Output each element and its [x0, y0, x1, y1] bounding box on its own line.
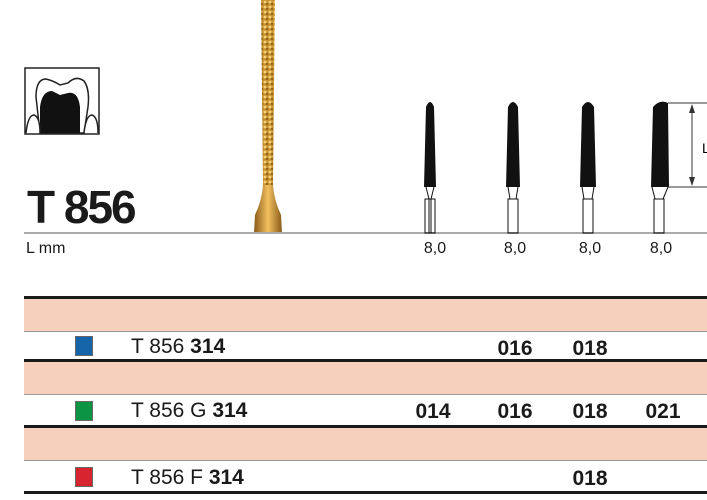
- product-code: T 856 G 314: [131, 399, 248, 422]
- bur-silhouette-4: [651, 101, 669, 234]
- size-value: 018: [572, 400, 608, 423]
- divider: [24, 425, 707, 428]
- color-code-swatch: [75, 401, 93, 421]
- length-value: 8,0: [423, 240, 447, 257]
- length-label: L mm: [26, 240, 66, 257]
- color-code-swatch: [75, 467, 93, 487]
- tooth-crown-preparation-icon: [24, 67, 100, 135]
- divider: [24, 359, 707, 362]
- size-value: 016: [497, 400, 533, 423]
- divider: [24, 296, 707, 299]
- length-dimension-arrow: [668, 102, 707, 188]
- divider: [24, 491, 707, 494]
- bur-silhouette-2: [506, 102, 520, 234]
- bur-size-diagrams: L: [424, 101, 707, 234]
- size-value: 018: [572, 467, 608, 490]
- product-code: T 856 F 314: [131, 466, 244, 489]
- bur-silhouette-3: [580, 102, 596, 234]
- length-value: 8,0: [649, 240, 673, 257]
- size-value: 018: [572, 337, 608, 360]
- bur-silhouette-1: [424, 102, 436, 234]
- size-value: 021: [645, 400, 681, 423]
- spacer-band: [24, 362, 707, 395]
- diamond-bur-image: [248, 0, 288, 233]
- size-value: 016: [497, 337, 533, 360]
- length-value: 8,0: [503, 240, 527, 257]
- baseline-divider: [24, 232, 707, 234]
- spacer-band: [24, 299, 707, 332]
- product-code: T 856 314: [131, 335, 226, 358]
- spacer-band: [24, 428, 707, 461]
- product-title: T 856: [27, 181, 137, 233]
- color-code-swatch: [75, 336, 93, 356]
- length-value: 8,0: [578, 240, 602, 257]
- dimension-label: L: [702, 140, 707, 156]
- size-value: 014: [415, 400, 451, 423]
